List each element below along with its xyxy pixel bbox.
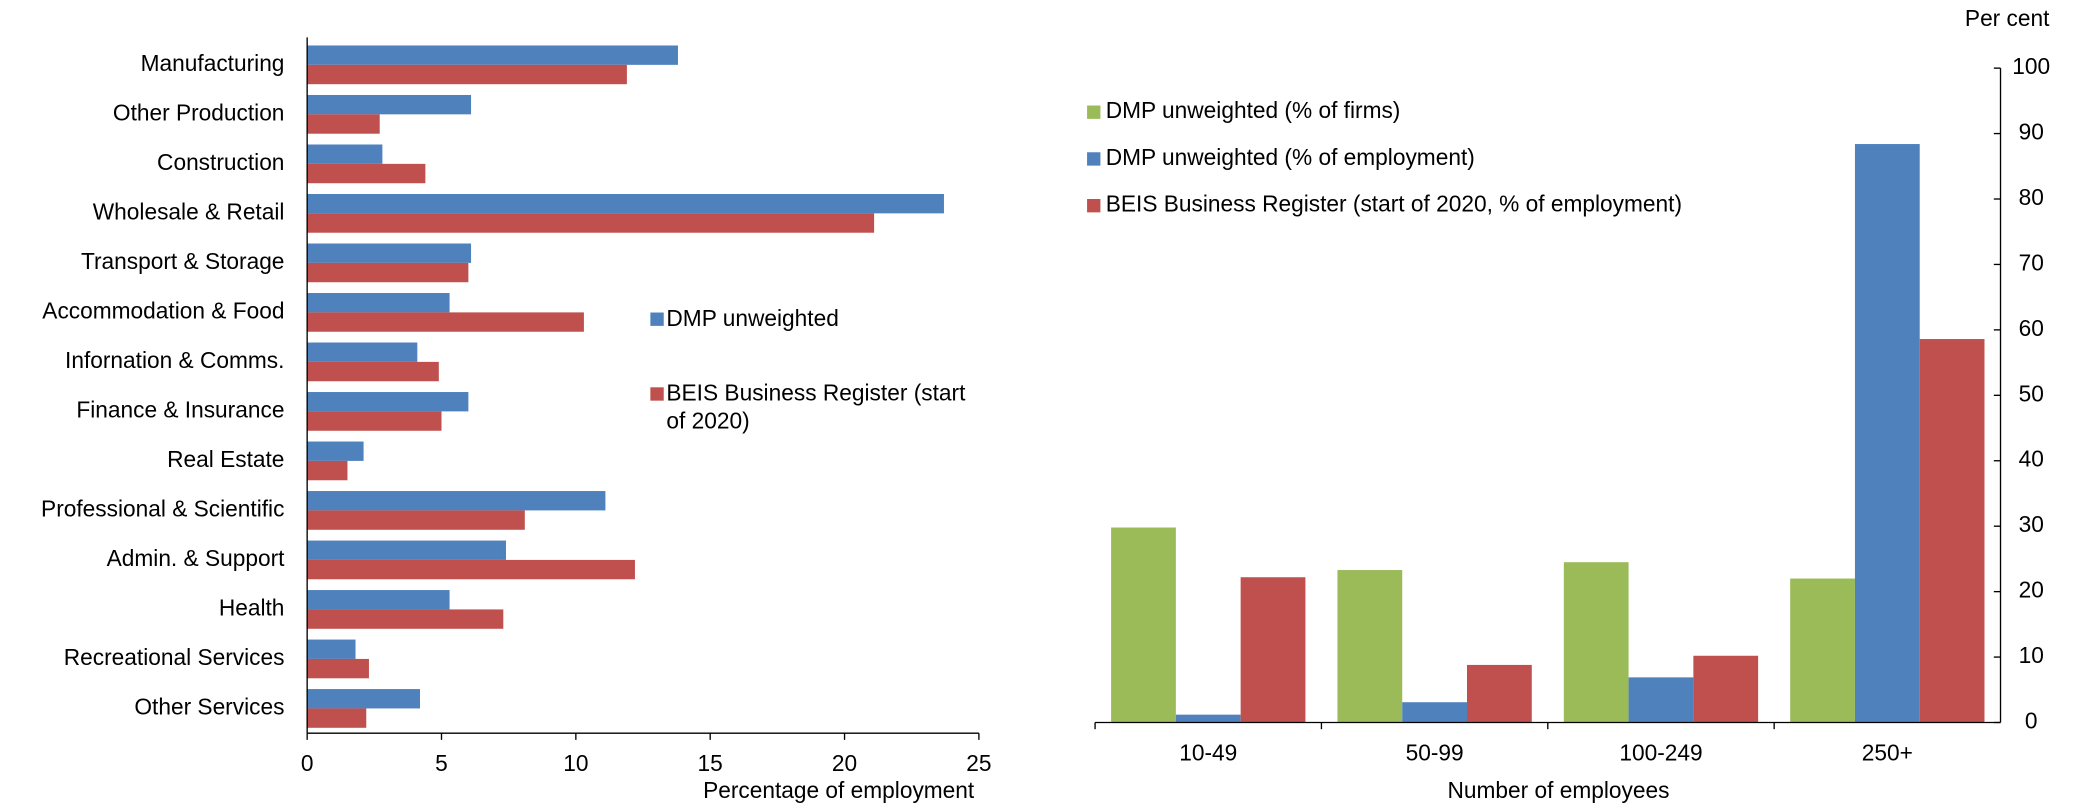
bar	[307, 163, 426, 184]
bar	[307, 590, 450, 610]
y-tick-label: Other Production	[113, 99, 285, 125]
y-tick-label: 40	[2019, 446, 2044, 472]
bar	[1790, 578, 1855, 723]
y-axis-label: Per cent	[1965, 5, 2050, 31]
bar	[307, 342, 418, 362]
x-tick-label: 15	[698, 750, 723, 776]
y-tick-label: 100	[2012, 53, 2050, 79]
y-tick-label: Other Services	[134, 693, 284, 719]
bar	[307, 94, 472, 115]
x-tick-label: 0	[301, 750, 314, 776]
bar	[1467, 664, 1532, 723]
bar	[307, 540, 506, 560]
y-tick-label: 60	[2019, 315, 2044, 341]
bar	[307, 411, 442, 431]
bar	[307, 213, 875, 233]
y-tick-label: Health	[219, 594, 285, 620]
y-tick-label: Professional & Scientific	[41, 495, 284, 521]
legend-label: BEIS Business Register (start of 2020)	[666, 380, 966, 435]
y-tick-label: Recreational Services	[64, 644, 285, 670]
x-tick-label: 20	[832, 750, 857, 776]
x-tick-label: 100-249	[1619, 740, 1702, 766]
bar	[307, 64, 627, 85]
x-tick-label: 10-49	[1179, 740, 1237, 766]
y-tick-label: 50	[2019, 380, 2044, 406]
bar	[1693, 655, 1759, 723]
bar	[307, 243, 472, 263]
bar	[307, 559, 635, 580]
x-tick-label: 10	[563, 750, 588, 776]
bar	[307, 392, 469, 412]
y-tick-label: 70	[2019, 249, 2044, 275]
bar	[307, 708, 367, 728]
y-tick-label: 0	[2025, 708, 2038, 734]
y-tick-label: Admin. & Support	[107, 545, 286, 571]
y-tick-label: Infornation & Comms.	[65, 347, 284, 373]
bar	[1337, 570, 1403, 723]
bar	[1919, 339, 1985, 723]
legend-marker	[1087, 152, 1101, 166]
y-tick-label: 10	[2019, 642, 2044, 668]
y-tick-label: Transport & Storage	[81, 248, 284, 274]
bar	[1628, 677, 1694, 723]
x-tick-label: 50-99	[1406, 740, 1464, 766]
y-tick-label: Finance & Insurance	[76, 396, 284, 422]
y-tick-label: 90	[2019, 119, 2044, 145]
y-tick-label: Accommodation & Food	[42, 297, 284, 323]
bar	[307, 114, 380, 134]
legend-label: BEIS Business Register (start of 2020, %…	[1106, 191, 1682, 217]
bar	[307, 45, 678, 65]
legend-label: DMP unweighted (% of employment)	[1106, 144, 1475, 170]
bar	[1175, 714, 1241, 723]
bar	[1111, 527, 1176, 723]
x-tick-label: 250+	[1862, 740, 1913, 766]
bar	[307, 144, 383, 164]
legend-label: DMP unweighted	[666, 305, 839, 332]
legend-label: DMP unweighted (% of firms)	[1106, 97, 1401, 123]
legend-marker	[1087, 199, 1101, 213]
bar	[307, 262, 469, 283]
y-tick-label: Construction	[157, 149, 284, 175]
bar	[307, 609, 504, 629]
x-axis-label: Percentage of employment	[703, 777, 975, 803]
bar	[307, 689, 421, 709]
bar	[307, 312, 584, 332]
bar	[307, 193, 944, 214]
x-tick-label: 5	[435, 750, 448, 776]
bar	[1563, 562, 1629, 723]
bar	[307, 441, 364, 461]
legend-label: BEIS Business Register (start of 2020)	[666, 380, 966, 435]
legend-marker	[650, 387, 664, 401]
bar	[307, 361, 439, 382]
bar	[1240, 577, 1306, 723]
y-tick-label: 30	[2019, 511, 2044, 537]
legend-label: DMP unweighted	[666, 305, 839, 332]
x-tick-label: 25	[966, 750, 991, 776]
bar	[307, 658, 369, 679]
bar	[1854, 144, 1920, 723]
y-tick-label: Wholesale & Retail	[93, 198, 285, 224]
y-tick-label: Manufacturing	[141, 50, 285, 76]
bar	[307, 293, 450, 313]
y-tick-label: Real Estate	[167, 446, 284, 472]
bar	[307, 510, 525, 530]
y-tick-label: 20	[2019, 577, 2044, 603]
y-tick-label: 80	[2019, 184, 2044, 210]
legend-marker	[650, 312, 664, 326]
legend-marker	[1087, 105, 1101, 119]
bar	[307, 639, 356, 659]
x-axis-label: Number of employees	[1448, 777, 1670, 803]
bar	[1402, 702, 1468, 723]
bar	[307, 460, 348, 481]
bar	[307, 491, 606, 511]
